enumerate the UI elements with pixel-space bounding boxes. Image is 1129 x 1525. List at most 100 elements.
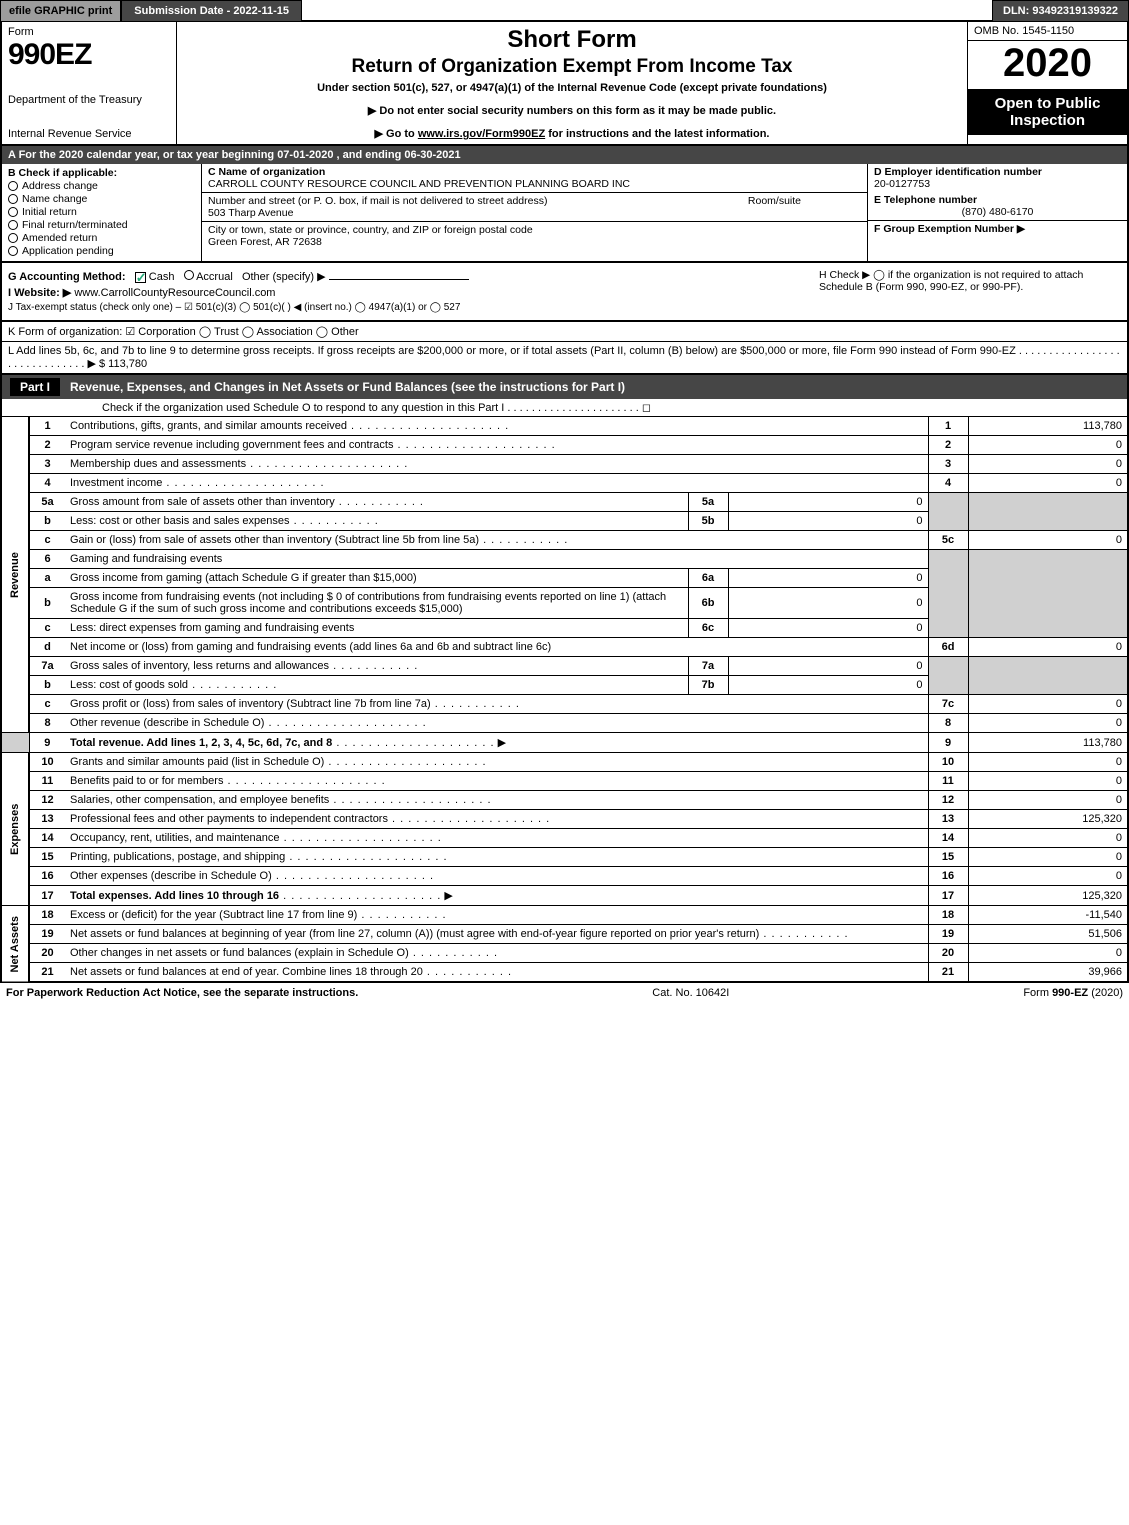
line-rnum: 5c: [928, 531, 968, 550]
radio-icon: [8, 246, 18, 256]
line-num: b: [29, 588, 65, 619]
line-desc: Gross income from fundraising events (no…: [65, 588, 688, 619]
line-num: 21: [29, 963, 65, 983]
total-rev-label: Total revenue. Add lines 1, 2, 3, 4, 5c,…: [70, 737, 332, 749]
line-desc: Less: cost or other basis and sales expe…: [65, 512, 688, 531]
line-rnum: 14: [928, 829, 968, 848]
opt-label: Initial return: [22, 206, 77, 218]
line-value: 0: [968, 772, 1128, 791]
line-rnum: 11: [928, 772, 968, 791]
line-value: 0: [968, 944, 1128, 963]
line-j-tax-exempt: J Tax-exempt status (check only one) – ☑…: [8, 302, 1121, 313]
checkbox-cash[interactable]: [135, 272, 146, 283]
org-name-value: CARROLL COUNTY RESOURCE COUNCIL AND PREV…: [208, 178, 630, 190]
line-rnum: 6d: [928, 638, 968, 657]
footer-right-post: (2020): [1088, 987, 1123, 999]
department-line1: Department of the Treasury: [8, 94, 170, 106]
opt-address-change[interactable]: Address change: [8, 180, 195, 192]
org-address-cell: Number and street (or P. O. box, if mail…: [202, 193, 867, 222]
line-value: 51,506: [968, 925, 1128, 944]
opt-application-pending[interactable]: Application pending: [8, 245, 195, 257]
header-right: OMB No. 1545-1150 2020 Open to Public In…: [967, 22, 1127, 144]
line-num: b: [29, 512, 65, 531]
org-city-cell: City or town, state or province, country…: [202, 222, 867, 250]
sub-num: 7b: [688, 676, 728, 695]
grey-cell: [928, 657, 968, 695]
line-num: 7a: [29, 657, 65, 676]
line-value: 113,780: [968, 417, 1128, 436]
line-desc: Other revenue (describe in Schedule O): [65, 714, 928, 733]
opt-initial-return[interactable]: Initial return: [8, 206, 195, 218]
line-value: 0: [968, 829, 1128, 848]
page-footer: For Paperwork Reduction Act Notice, see …: [0, 983, 1129, 1003]
line-rnum: 7c: [928, 695, 968, 714]
line-desc: Other changes in net assets or fund bala…: [65, 944, 928, 963]
line-value: 0: [968, 474, 1128, 493]
line-num: 14: [29, 829, 65, 848]
opt-amended-return[interactable]: Amended return: [8, 232, 195, 244]
opt-label: Name change: [22, 193, 87, 205]
radio-accrual[interactable]: [184, 270, 194, 280]
col-c-org-info: C Name of organization CARROLL COUNTY RE…: [202, 164, 867, 261]
line-num: 17: [29, 886, 65, 906]
line-num: 4: [29, 474, 65, 493]
goto-pre: ▶ Go to: [375, 128, 418, 140]
line-k-org-form: K Form of organization: ☑ Corporation ◯ …: [0, 322, 1129, 342]
row-a-tax-year: A For the 2020 calendar year, or tax yea…: [0, 146, 1129, 164]
part-i-label: Part I: [10, 378, 60, 396]
org-name-label: C Name of organization: [208, 166, 325, 178]
line-num: 2: [29, 436, 65, 455]
line-desc: Total revenue. Add lines 1, 2, 3, 4, 5c,…: [65, 733, 928, 753]
omb-number: OMB No. 1545-1150: [968, 22, 1127, 41]
sub-val: 0: [728, 588, 928, 619]
line-desc: Gross amount from sale of assets other t…: [65, 493, 688, 512]
sub-num: 5a: [688, 493, 728, 512]
line-value: 0: [968, 455, 1128, 474]
line-num: a: [29, 569, 65, 588]
dln: DLN: 93492319139322: [992, 0, 1129, 22]
line-desc: Gain or (loss) from sale of assets other…: [65, 531, 928, 550]
opt-label: Application pending: [22, 245, 114, 257]
line-desc: Contributions, gifts, grants, and simila…: [65, 417, 928, 436]
part-i-check-line: Check if the organization used Schedule …: [0, 399, 1129, 416]
footer-right: Form 990-EZ (2020): [1023, 987, 1123, 999]
line-desc: Other expenses (describe in Schedule O): [65, 867, 928, 886]
irs-link[interactable]: www.irs.gov/Form990EZ: [418, 128, 545, 140]
opt-label: Final return/terminated: [22, 219, 128, 231]
line-rnum: 15: [928, 848, 968, 867]
line-rnum: 18: [928, 906, 968, 925]
line-l-gross-receipts: L Add lines 5b, 6c, and 7b to line 9 to …: [0, 342, 1129, 375]
block-ghij: H Check ▶ ◯ if the organization is not r…: [0, 263, 1129, 322]
department-line2: Internal Revenue Service: [8, 128, 170, 140]
line-desc: Gross sales of inventory, less returns a…: [65, 657, 688, 676]
line-desc: Total expenses. Add lines 10 through 16: [65, 886, 928, 906]
line-num: 16: [29, 867, 65, 886]
ein-value: 20-0127753: [874, 178, 930, 190]
line-num: b: [29, 676, 65, 695]
website-value: www.CarrollCountyResourceCouncil.com: [74, 287, 275, 299]
opt-final-return[interactable]: Final return/terminated: [8, 219, 195, 231]
g-other-blank[interactable]: [329, 279, 469, 280]
subtitle: Under section 501(c), 527, or 4947(a)(1)…: [185, 82, 959, 94]
line-rnum: 9: [928, 733, 968, 753]
line-desc: Gross profit or (loss) from sales of inv…: [65, 695, 928, 714]
check-b-label: B Check if applicable:: [8, 167, 195, 179]
g-accrual: Accrual: [196, 271, 233, 283]
line-num: 3: [29, 455, 65, 474]
opt-name-change[interactable]: Name change: [8, 193, 195, 205]
sub-val: 0: [728, 676, 928, 695]
line-desc: Gross income from gaming (attach Schedul…: [65, 569, 688, 588]
line-num: c: [29, 695, 65, 714]
line-num: 13: [29, 810, 65, 829]
line-desc: Grants and similar amounts paid (list in…: [65, 753, 928, 772]
line-desc: Gaming and fundraising events: [65, 550, 928, 569]
line-value: -11,540: [968, 906, 1128, 925]
line-desc: Investment income: [65, 474, 928, 493]
efile-print-button[interactable]: efile GRAPHIC print: [0, 0, 121, 22]
org-name-cell: C Name of organization CARROLL COUNTY RE…: [202, 164, 867, 193]
line-desc: Membership dues and assessments: [65, 455, 928, 474]
line-num: 19: [29, 925, 65, 944]
footer-right-bold: 990-EZ: [1052, 987, 1088, 999]
line-num: 6: [29, 550, 65, 569]
line-desc: Net assets or fund balances at beginning…: [65, 925, 928, 944]
